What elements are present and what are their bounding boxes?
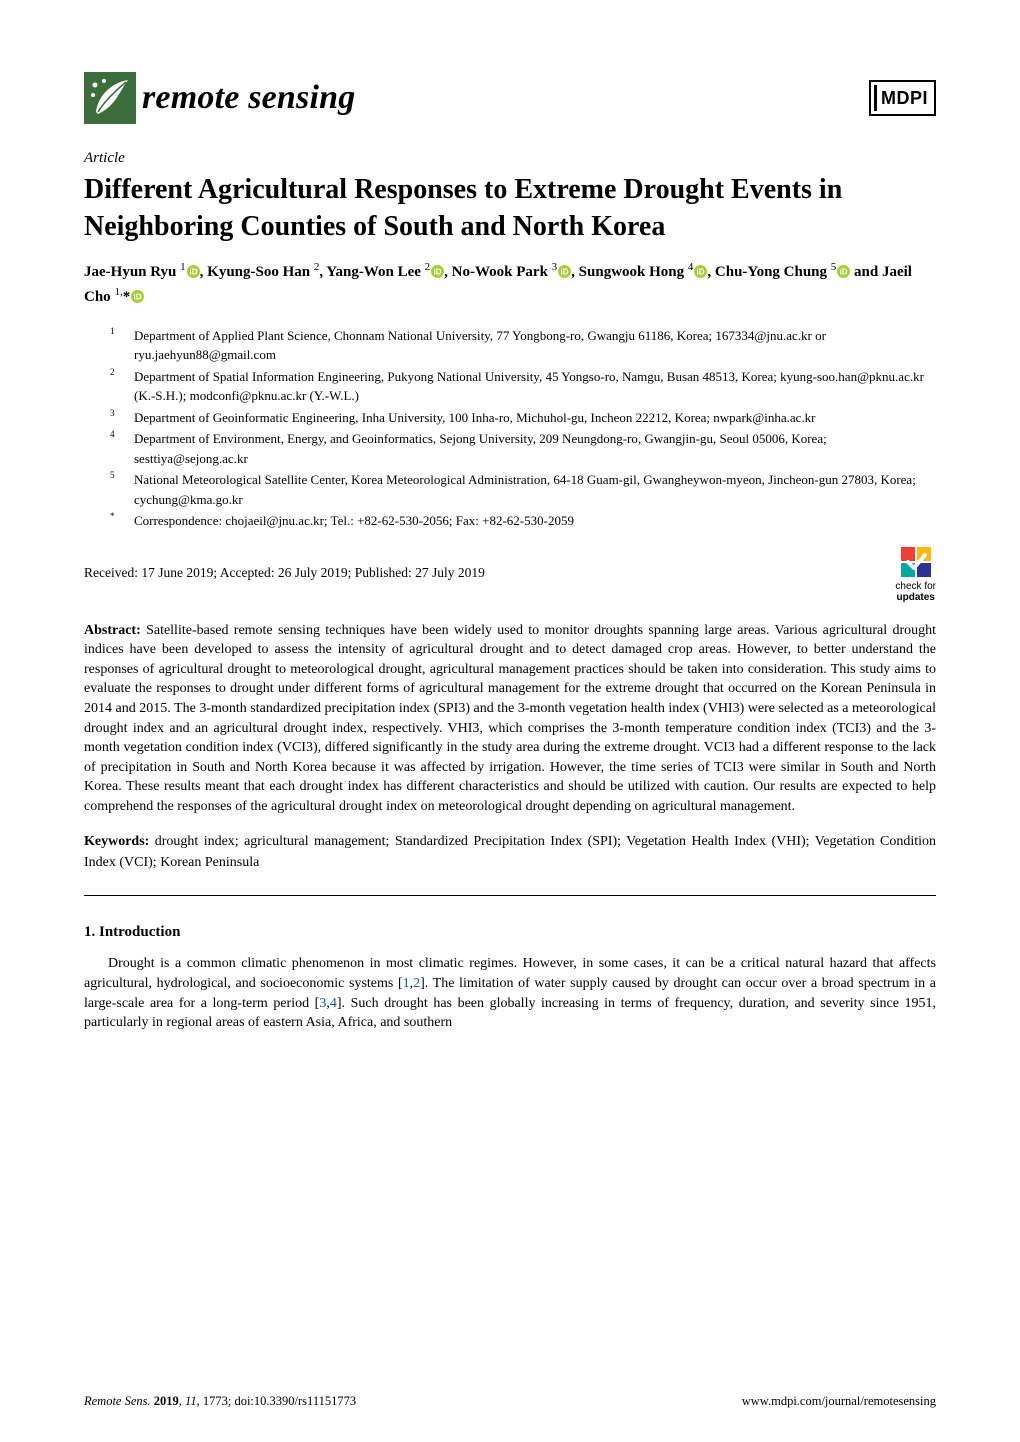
intro-paragraph: Drought is a common climatic phenomenon … <box>84 954 936 1032</box>
svg-text:iD: iD <box>561 268 569 277</box>
orcid-icon: iD <box>187 265 200 278</box>
crossmark-icon <box>899 545 933 579</box>
abstract: Abstract: Satellite-based remote sensing… <box>84 621 936 817</box>
journal-block: remote sensing <box>84 72 355 124</box>
affiliation-text: Department of Environment, Energy, and G… <box>134 429 936 468</box>
dates-row: Received: 17 June 2019; Accepted: 26 Jul… <box>84 545 936 603</box>
affiliation-text: Department of Geoinformatic Engineering,… <box>134 408 936 428</box>
svg-text:iD: iD <box>134 293 142 302</box>
check-updates-bottom: updates <box>897 592 935 603</box>
abstract-text: Satellite-based remote sensing technique… <box>84 623 936 814</box>
journal-name: remote sensing <box>142 75 355 121</box>
affiliation-marker: 2 <box>110 366 120 405</box>
received-text: Received: 17 June 2019; Accepted: 26 Jul… <box>84 564 485 582</box>
svg-text:iD: iD <box>434 268 442 277</box>
keywords: Keywords: drought index; agricultural ma… <box>84 832 936 873</box>
affiliation-text: National Meteorological Satellite Center… <box>134 470 936 509</box>
affiliation-text: Department of Applied Plant Science, Cho… <box>134 326 936 365</box>
orcid-icon: iD <box>431 265 444 278</box>
citation-link[interactable]: 3 <box>319 996 326 1011</box>
abstract-label: Abstract: <box>84 623 141 638</box>
affiliations: 1 Department of Applied Plant Science, Ch… <box>110 326 936 531</box>
orcid-icon: iD <box>694 265 707 278</box>
footer-left: Remote Sens. 2019, 11, 1773; doi:10.3390… <box>84 1393 356 1410</box>
affiliation-marker: 4 <box>110 428 120 467</box>
affiliation-row: 2 Department of Spatial Information Engin… <box>110 367 936 406</box>
check-updates-top: check for <box>895 581 936 592</box>
svg-text:iD: iD <box>189 268 197 277</box>
keywords-label: Keywords: <box>84 834 149 849</box>
affiliation-marker: 5 <box>110 469 120 508</box>
separator <box>84 895 936 896</box>
orcid-icon: iD <box>837 265 850 278</box>
affiliation-row: 4 Department of Environment, Energy, and … <box>110 429 936 468</box>
publisher-logo: MDPI <box>869 80 936 116</box>
affiliation-marker: * <box>110 510 120 530</box>
affiliation-marker: 1 <box>110 325 120 364</box>
footer-right: www.mdpi.com/journal/remotesensing <box>742 1393 936 1410</box>
header: remote sensing MDPI <box>84 72 936 124</box>
citation-link[interactable]: 4 <box>330 996 337 1011</box>
article-type: Article <box>84 148 936 168</box>
journal-leaf-icon <box>84 72 136 124</box>
keywords-text: drought index; agricultural management; … <box>84 834 936 869</box>
affiliation-row: 5 National Meteorological Satellite Cente… <box>110 470 936 509</box>
footer: Remote Sens. 2019, 11, 1773; doi:10.3390… <box>84 1393 936 1410</box>
section-heading: 1. Introduction <box>84 922 936 942</box>
citation-link[interactable]: 2 <box>413 976 420 991</box>
affiliation-row: 3 Department of Geoinformatic Engineering… <box>110 408 936 428</box>
affiliation-marker: 3 <box>110 407 120 427</box>
svg-text:iD: iD <box>697 268 705 277</box>
affiliation-row: 1 Department of Applied Plant Science, Ch… <box>110 326 936 365</box>
svg-text:iD: iD <box>840 268 848 277</box>
orcid-icon: iD <box>131 290 144 303</box>
authors: Jae-Hyun Ryu 1iD, Kyung-Soo Han 2, Yang-… <box>84 259 936 310</box>
citation-link[interactable]: 1 <box>403 976 410 991</box>
affiliation-text: Department of Spatial Information Engine… <box>134 367 936 406</box>
check-for-updates-badge[interactable]: check for updates <box>895 545 936 603</box>
affiliation-row: * Correspondence: chojaeil@jnu.ac.kr; Tel… <box>110 511 936 531</box>
article-title: Different Agricultural Responses to Extr… <box>84 172 936 245</box>
orcid-icon: iD <box>558 265 571 278</box>
affiliation-text: Correspondence: chojaeil@jnu.ac.kr; Tel.… <box>134 511 936 531</box>
